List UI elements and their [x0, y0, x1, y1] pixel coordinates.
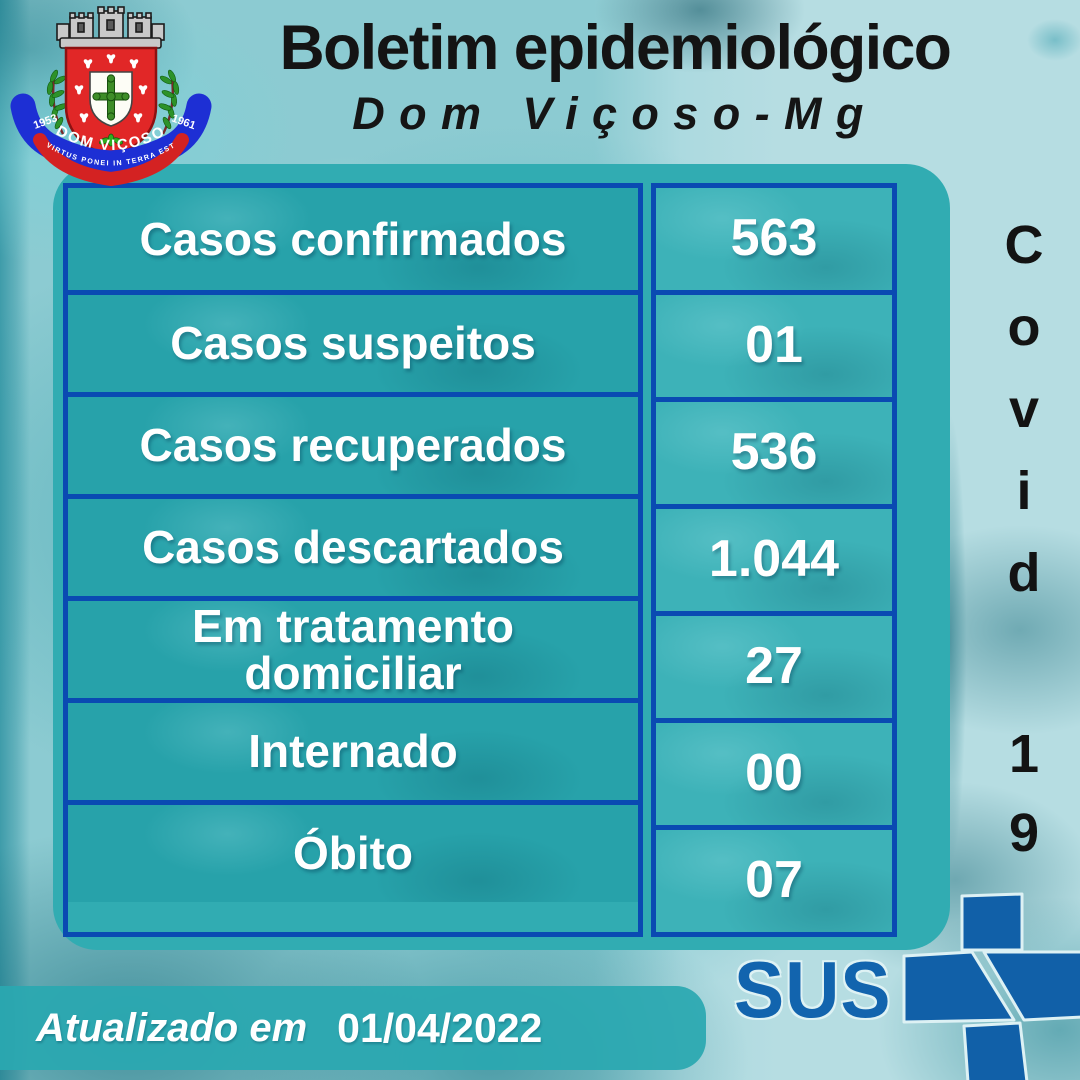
crest-branches: [46, 68, 180, 135]
cases-table: Casos confirmados Casos suspeitos Casos re…: [63, 183, 897, 937]
table-row-value: 563: [656, 188, 892, 290]
covid-digit: 1: [1008, 723, 1040, 784]
crest-crown: [56, 6, 165, 49]
municipal-crest-icon: 1953 1961 DOM VIÇOSO VIRTUS PONEI IN TER…: [10, 6, 212, 187]
table-row-label: Casos suspeitos: [68, 290, 638, 392]
updated-date: 01/04/2022: [337, 1004, 543, 1051]
sus-logo-text: SUS: [734, 945, 892, 1034]
table-row-value: 00: [656, 718, 892, 825]
crest-inner-shield: [89, 71, 133, 127]
page-subtitle: Dom Viçoso-Mg: [352, 88, 878, 139]
table-row-label: Óbito: [68, 800, 638, 902]
table-row-label: Em tratamento domiciliar: [68, 596, 638, 698]
covid-letter: i: [1016, 461, 1032, 521]
covid-letter: d: [1007, 543, 1041, 603]
table-row-label: Casos descartados: [68, 494, 638, 596]
updated-banner: Atualizado em 01/04/2022: [0, 986, 706, 1070]
table-row-value: 27: [656, 611, 892, 718]
table-row-value: 01: [656, 290, 892, 397]
page-title: Boletim epidemiológico: [279, 13, 952, 83]
table-panel: [53, 164, 950, 950]
table-value-column: 563 01 536 1.044 27 00 07: [651, 183, 897, 937]
table-row-label: Internado: [68, 698, 638, 800]
covid-digit: 9: [1008, 802, 1040, 863]
table-row-value: 536: [656, 397, 892, 504]
covid-letter: C: [1004, 215, 1044, 275]
updated-label: Atualizado em: [36, 1005, 308, 1050]
table-row-label: Casos recuperados: [68, 392, 638, 494]
sus-cross-icon: [902, 892, 1080, 1080]
table-row-value: 07: [656, 825, 892, 932]
crest-sprout: [99, 133, 123, 147]
table-row-label: Casos confirmados: [68, 188, 638, 290]
table-label-column: Casos confirmados Casos suspeitos Casos re…: [63, 183, 643, 937]
covid-letter: v: [1008, 379, 1040, 439]
table-row-value: 1.044: [656, 504, 892, 611]
covid-letter: o: [1007, 297, 1041, 357]
